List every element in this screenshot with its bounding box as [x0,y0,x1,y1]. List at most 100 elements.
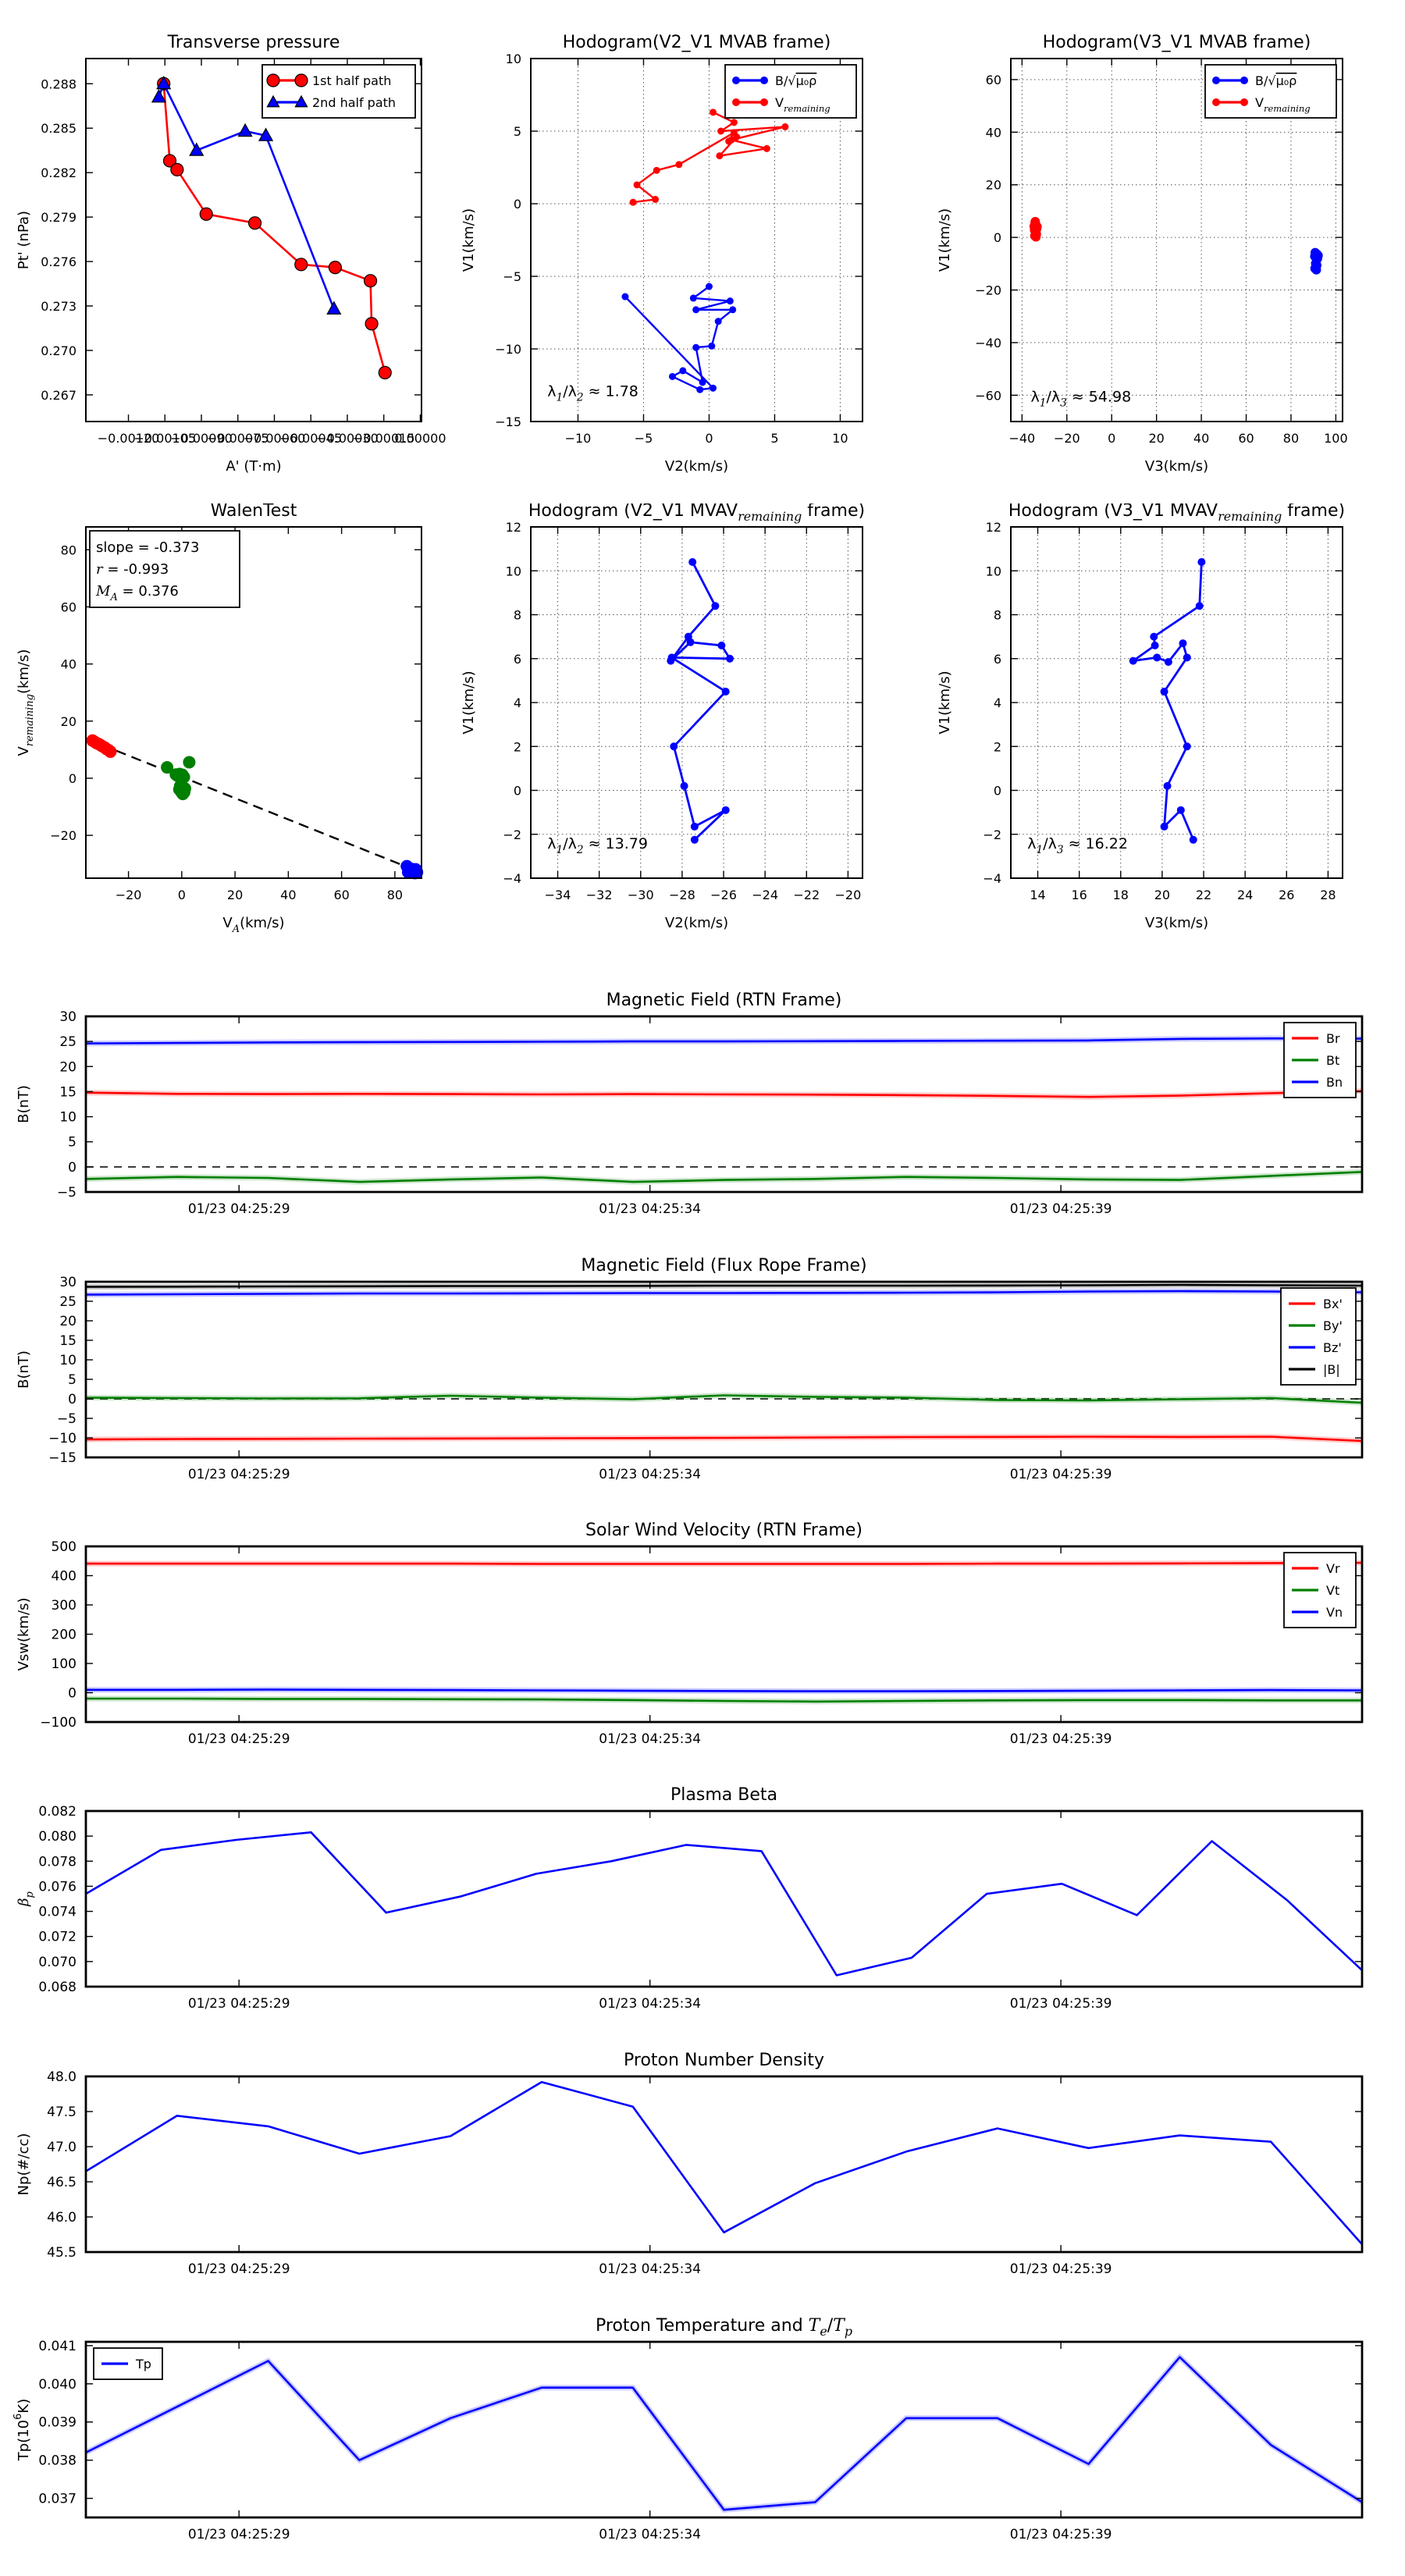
svg-text:−0.00060: −0.00060 [244,431,306,446]
series-outbound-points [400,859,424,880]
chart-title: WalenTest [211,503,297,521]
svg-text:01/23 04:25:29: 01/23 04:25:29 [188,2527,290,2542]
annotation-lambda-ratio: λ1/λ2 ≈ 1.78 [547,382,638,404]
y-axis-label: Np(#/cc) [16,2133,32,2196]
legend: Tp [93,2347,163,2380]
svg-text:300: 300 [52,1598,76,1614]
proton-number-density-canvas: 01/23 04:25:29 01/23 04:25:34 01/23 04:25:… [16,2051,1364,2277]
series-Bx' [85,1433,1363,1444]
svg-text:01/23 04:25:39: 01/23 04:25:39 [1010,2527,1112,2542]
svg-text:18: 18 [1113,888,1129,902]
grid [1011,526,1343,879]
svg-text:12: 12 [986,520,1001,535]
axis-tick-labels: 01/23 04:25:29 01/23 04:25:34 01/23 04:25:… [48,1275,1112,1482]
svg-text:0.076: 0.076 [38,1879,76,1895]
chart-walen-test: −20 0 20 40 60 80 −20 0 20 40 60 80 WalenTest VA(km/s… [8,501,461,937]
series-Tp [84,2353,1364,2513]
svg-text:24: 24 [1237,888,1253,902]
svg-text:−20: −20 [50,828,76,843]
svg-text:28: 28 [1320,888,1336,902]
svg-text:10: 10 [506,52,521,66]
proton-temperature-canvas: 01/23 04:25:29 01/23 04:25:34 01/23 04:25:… [12,2316,1364,2542]
svg-text:01/23 04:25:34: 01/23 04:25:34 [599,1996,701,2012]
svg-text:01/23 04:25:34: 01/23 04:25:34 [599,1731,701,1747]
svg-text:−20: −20 [1054,431,1080,446]
chart-title: Proton Temperature and Te/Tp [596,2316,852,2339]
svg-text:−40: −40 [1008,431,1035,446]
series-By' [85,1392,1363,1406]
svg-text:−4: −4 [983,871,1001,886]
series-B-sqrt-mu0-rho- [621,283,737,393]
svg-text:−4: −4 [503,871,521,886]
axis-tick-labels: −20 0 20 40 60 80 −20 0 20 40 60 80 [50,543,403,902]
chart-title: Magnetic Field (Flux Rope Frame) [581,1256,866,1276]
svg-text:48.0: 48.0 [47,2069,76,2085]
walen-test-canvas: −20 0 20 40 60 80 −20 0 20 40 60 80 WalenTest VA(km/s… [16,501,424,935]
svg-text:−2: −2 [983,827,1001,842]
svg-text:60: 60 [61,600,76,614]
svg-text:01/23 04:25:39: 01/23 04:25:39 [1010,2261,1112,2277]
series-B-sqrt-mu0-rho- [1310,247,1323,275]
svg-text:01/23 04:25:29: 01/23 04:25:29 [188,2261,290,2277]
axis-tick-labels: −0.00120−0.00105−0.00090−0.00075−0.00060… [41,76,446,446]
axis-ticks [86,1810,1362,1987]
svg-text:0.072: 0.072 [38,1930,76,1945]
x-axis-label: V3(km/s) [1145,458,1208,475]
axis-tick-labels: 01/23 04:25:29 01/23 04:25:34 01/23 04:25:… [38,2339,1112,2542]
svg-text:−10: −10 [48,1431,76,1446]
svg-text:0.037: 0.037 [38,2492,76,2507]
svg-text:01/23 04:25:34: 01/23 04:25:34 [599,2261,701,2277]
svg-text:80: 80 [387,888,403,902]
svg-text:20: 20 [1148,431,1164,446]
grid [531,526,863,879]
svg-text:5: 5 [68,1372,76,1388]
chart-hodogram-v3v1-mvab: −40 −20 0 20 40 60 80 100 −60 −40 −20 0 20 40 60 Hodogr… [929,20,1378,480]
chart-solar-wind-velocity: 01/23 04:25:29 01/23 04:25:34 01/23 04:25:… [8,1515,1397,1749]
svg-text:0.038: 0.038 [38,2453,76,2469]
svg-text:−5: −5 [57,1185,76,1201]
svg-text:01/23 04:25:39: 01/23 04:25:39 [1010,1201,1112,1217]
svg-text:20: 20 [59,1314,76,1329]
series-V-path [1129,558,1206,844]
x-axis-label: V2(km/s) [665,458,728,475]
y-axis-label: βp [16,1891,36,1907]
svg-text:0.267: 0.267 [41,388,76,403]
svg-text:14: 14 [1030,888,1045,902]
annotation-lambda-ratio: λ1/λ3 ≈ 54.98 [1031,388,1132,409]
svg-text:−28: −28 [669,888,695,902]
axis-ticks [86,1016,1362,1193]
svg-text:10: 10 [832,431,848,446]
svg-text:20: 20 [61,714,76,729]
svg-text:01/23 04:25:34: 01/23 04:25:34 [599,1201,701,1217]
svg-text:−34: −34 [545,888,571,902]
svg-text:MA = 0.376: MA = 0.376 [95,583,179,603]
chart-title: Hodogram (V3_V1 MVAVremaining frame) [1008,503,1345,524]
svg-text:30: 30 [59,1009,76,1025]
svg-text:0: 0 [514,197,521,212]
svg-text:0.040: 0.040 [38,2377,76,2393]
svg-text:−0.00015: −0.00015 [353,431,415,446]
axis-ticks [86,1546,1362,1723]
legend-label: B/√μ₀ρ [1255,73,1297,88]
plasma-beta-canvas: 01/23 04:25:29 01/23 04:25:34 01/23 04:25:… [16,1785,1364,2012]
svg-text:100: 100 [1324,431,1348,446]
y-axis-label: Vremaining(km/s) [16,649,36,756]
svg-text:01/23 04:25:34: 01/23 04:25:34 [599,2527,701,2542]
series-|B| [85,1282,1363,1290]
y-axis-label: B(nT) [16,1085,32,1123]
legend-label: Bx' [1323,1297,1343,1311]
svg-text:−10: −10 [495,342,521,357]
series-Vr [86,1560,1363,1567]
series-V-path [667,558,734,844]
svg-text:2: 2 [514,739,521,754]
svg-text:0.039: 0.039 [38,2415,76,2431]
legend-label: Vr [1326,1561,1340,1576]
svg-text:60: 60 [333,888,349,902]
hodogram-v2v1-mvab-canvas: −10 −5 0 5 10 −15 −10 −5 0 5 10 Hodogram(V2_V1 MVAB… [461,33,863,475]
svg-text:80: 80 [1283,431,1299,446]
svg-text:0.270: 0.270 [41,343,76,358]
svg-text:26: 26 [1279,888,1294,902]
